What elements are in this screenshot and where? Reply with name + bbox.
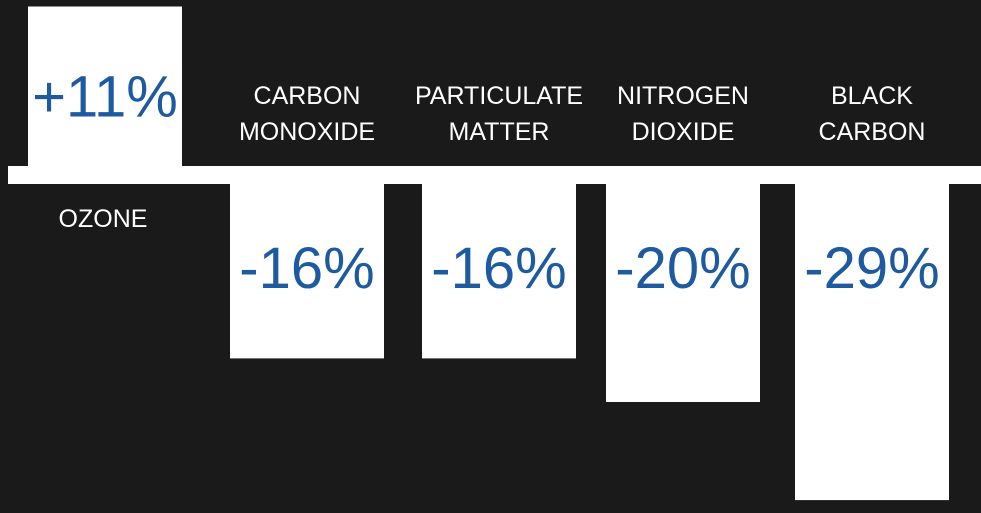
bar-0 xyxy=(28,6,182,184)
right-edge-gap xyxy=(949,184,981,513)
bars-layer xyxy=(8,6,981,513)
value-label-3: -20% xyxy=(615,236,750,301)
value-label-1: -16% xyxy=(239,236,374,301)
value-label-4: -29% xyxy=(804,236,939,301)
bar-2 xyxy=(422,166,576,359)
category-label-0: OZONE xyxy=(59,205,148,233)
value-label-2: -16% xyxy=(431,236,566,301)
bar-3 xyxy=(606,166,760,402)
category-label-1: CARBON MONOXIDE xyxy=(239,82,375,146)
labels-layer: +11% OZONE -16% CARBON MONOXIDE -16% PARTICULA… xyxy=(32,65,940,302)
value-label-0: +11% xyxy=(32,65,178,130)
category-label-4: BLACK CARBON xyxy=(819,82,926,146)
bar-1 xyxy=(230,166,384,359)
bar-4 xyxy=(795,166,949,501)
category-label-3: NITROGEN DIOXIDE xyxy=(617,82,749,146)
category-label-2: PARTICULATE MATTER xyxy=(415,82,583,146)
